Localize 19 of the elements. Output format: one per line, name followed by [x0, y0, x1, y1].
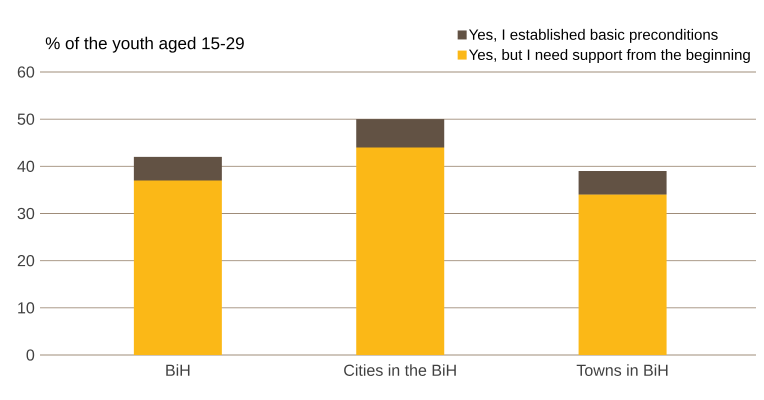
y-axis-title: % of the youth aged 15-29	[46, 36, 244, 53]
bar	[134, 180, 222, 355]
bar	[578, 171, 667, 195]
bar	[578, 194, 667, 355]
bar	[356, 147, 444, 355]
legend-label: Yes, I established basic preconditions	[468, 28, 718, 43]
x-tick-label: Towns in BiH	[576, 364, 668, 376]
y-tick-label: 10	[18, 302, 34, 314]
y-tick-label: 50	[18, 114, 34, 125]
x-tick-label: BiH	[166, 364, 190, 376]
bar	[356, 119, 444, 148]
y-tick-label: 30	[18, 208, 34, 220]
bar	[134, 156, 222, 180]
x-tick-label: Cities in the BiH	[344, 364, 456, 376]
legend-label: Yes, but I need support from the beginning	[468, 49, 750, 63]
y-tick-label: 20	[18, 255, 34, 266]
y-tick-label: 60	[18, 66, 34, 78]
y-tick-label: 40	[17, 160, 34, 172]
y-tick-label: 0	[26, 349, 34, 361]
